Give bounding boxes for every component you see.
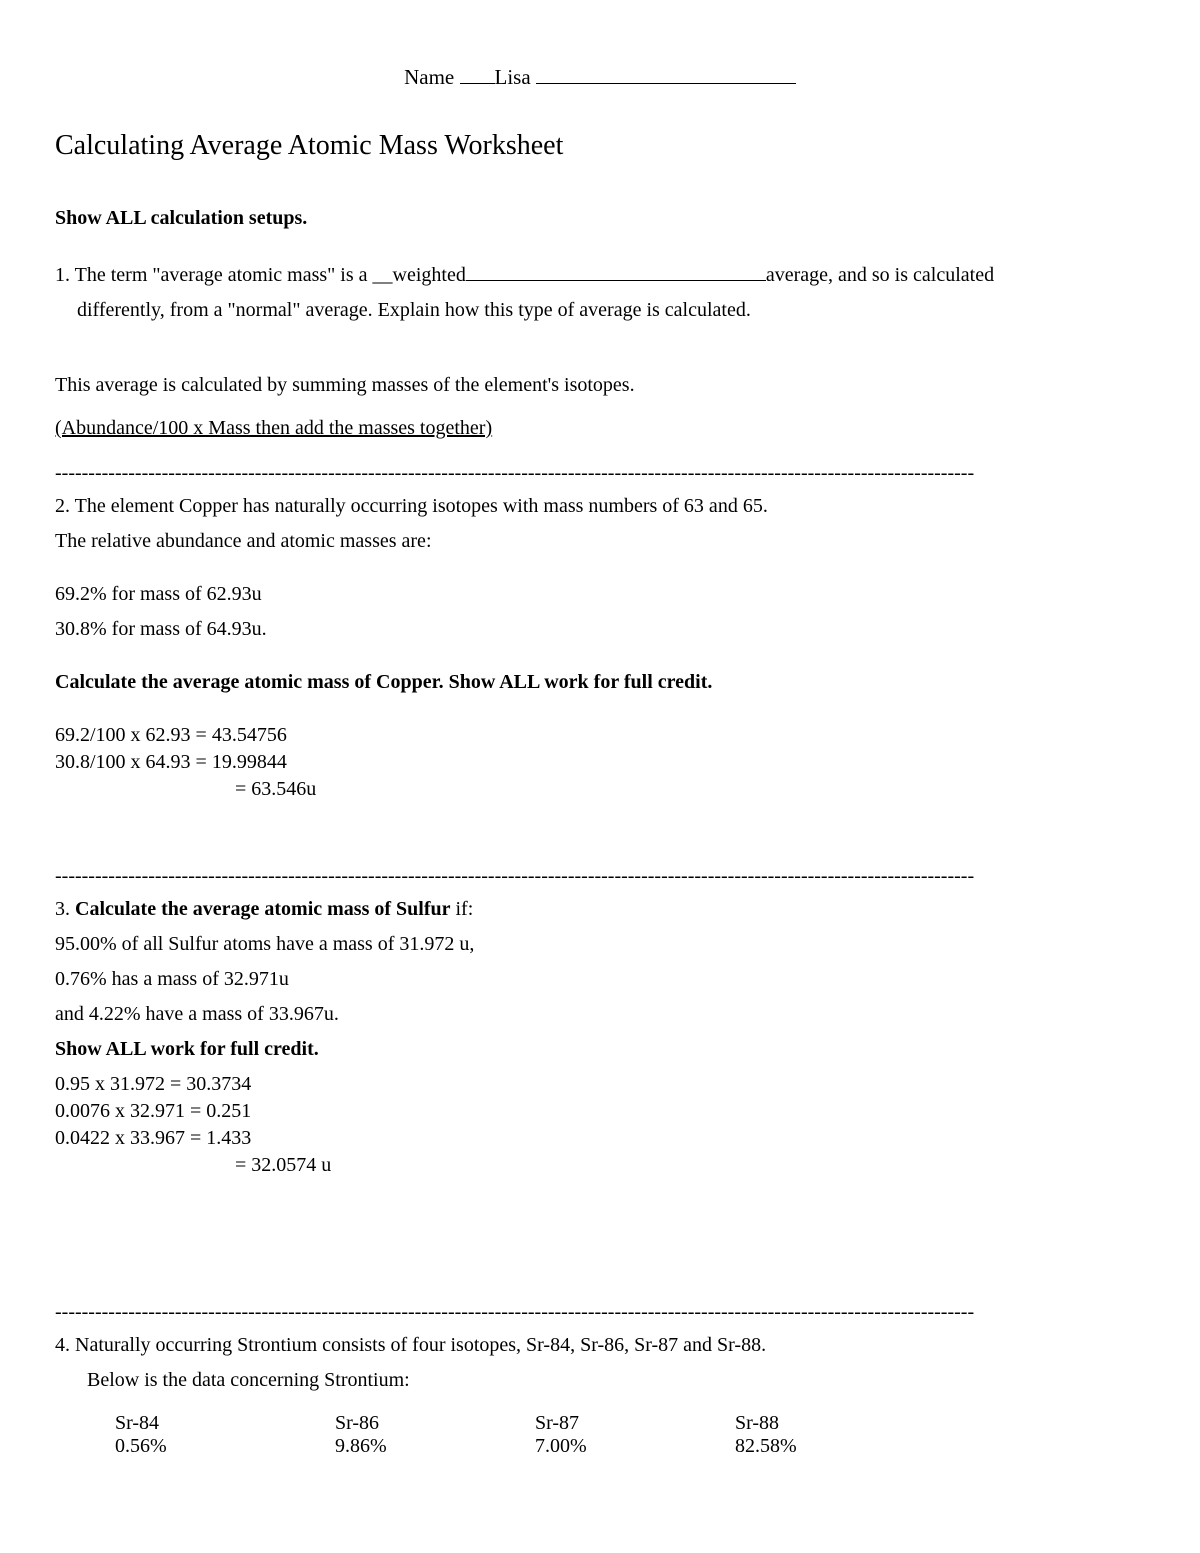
- iso-pct-3: 82.58%: [735, 1435, 935, 1458]
- q3-instruction: Show ALL work for full credit.: [55, 1036, 1145, 1063]
- iso-label-1: Sr-86: [335, 1412, 535, 1435]
- instructions-heading: Show ALL calculation setups.: [55, 207, 1145, 230]
- q3-calc3: 0.0422 x 33.967 = 1.433: [55, 1125, 1145, 1152]
- q3-tail: if:: [451, 898, 474, 920]
- iso-col-3: Sr-88 82.58%: [735, 1412, 935, 1458]
- q3-result: = 32.0574 u: [55, 1152, 1145, 1179]
- q1-text-a: The term "average atomic mass" is a: [75, 264, 373, 286]
- iso-pct-2: 7.00%: [535, 1435, 735, 1458]
- q2-data2: 30.8% for mass of 64.93u.: [55, 616, 1145, 643]
- q3-data2: 0.76% has a mass of 32.971u: [55, 966, 1145, 993]
- q2-line1: 2. The element Copper has naturally occu…: [55, 493, 1145, 520]
- q1-blank-line: [466, 260, 766, 281]
- q3-calc1: 0.95 x 31.972 = 30.3734: [55, 1071, 1145, 1098]
- iso-pct-0: 0.56%: [115, 1435, 335, 1458]
- q4-line1: 4. Naturally occurring Strontium consist…: [55, 1332, 1145, 1359]
- q1-blank-prefix: __: [373, 264, 393, 286]
- q3-calc2: 0.0076 x 32.971 = 0.251: [55, 1098, 1145, 1125]
- q2-instruction: Calculate the average atomic mass of Cop…: [55, 669, 1145, 696]
- q3-data3: and 4.22% have a mass of 33.967u.: [55, 1001, 1145, 1028]
- name-header: Name Lisa: [55, 60, 1145, 90]
- iso-col-1: Sr-86 9.86%: [335, 1412, 535, 1458]
- iso-col-0: Sr-84 0.56%: [55, 1412, 335, 1458]
- q1-answer: This average is calculated by summing ma…: [55, 372, 1145, 399]
- worksheet-title: Calculating Average Atomic Mass Workshee…: [55, 130, 1145, 162]
- iso-label-2: Sr-87: [535, 1412, 735, 1435]
- question-1: 1. The term "average atomic mass" is a _…: [55, 260, 1145, 289]
- q2-data1: 69.2% for mass of 62.93u: [55, 581, 1145, 608]
- name-value: Lisa: [495, 65, 531, 89]
- q3-bold: Calculate the average atomic mass of Sul…: [75, 898, 451, 920]
- q1-formula: (Abundance/100 x Mass then add the masse…: [55, 417, 1145, 440]
- q1-number: 1.: [55, 264, 70, 286]
- q1-blank-answer: weighted: [393, 264, 466, 286]
- q2-line2: The relative abundance and atomic masses…: [55, 528, 1145, 555]
- iso-label-3: Sr-88: [735, 1412, 935, 1435]
- q4-line2: Below is the data concerning Strontium:: [55, 1367, 1145, 1394]
- q3-data1: 95.00% of all Sulfur atoms have a mass o…: [55, 931, 1145, 958]
- name-label: Name: [404, 65, 454, 89]
- separator-1: ----------------------------------------…: [55, 462, 1145, 485]
- q1-text-b: average, and so is calculated: [766, 264, 994, 286]
- q1-text-c: differently, from a "normal" average. Ex…: [55, 297, 1145, 324]
- name-blank-short: [460, 60, 495, 84]
- iso-col-2: Sr-87 7.00%: [535, 1412, 735, 1458]
- iso-label-0: Sr-84: [115, 1412, 335, 1435]
- isotope-table: Sr-84 0.56% Sr-86 9.86% Sr-87 7.00% Sr-8…: [55, 1412, 1145, 1458]
- separator-2: ----------------------------------------…: [55, 865, 1145, 888]
- iso-pct-1: 9.86%: [335, 1435, 535, 1458]
- q2-calc2: 30.8/100 x 64.93 = 19.99844: [55, 749, 1145, 776]
- separator-3: ----------------------------------------…: [55, 1301, 1145, 1324]
- name-blank-long: [536, 60, 796, 84]
- worksheet-page: Name Lisa Calculating Average Atomic Mas…: [0, 0, 1200, 1553]
- q2-calc1: 69.2/100 x 62.93 = 43.54756: [55, 722, 1145, 749]
- q3-number: 3.: [55, 898, 75, 920]
- question-3: 3. Calculate the average atomic mass of …: [55, 896, 1145, 923]
- q2-result: = 63.546u: [55, 776, 1145, 803]
